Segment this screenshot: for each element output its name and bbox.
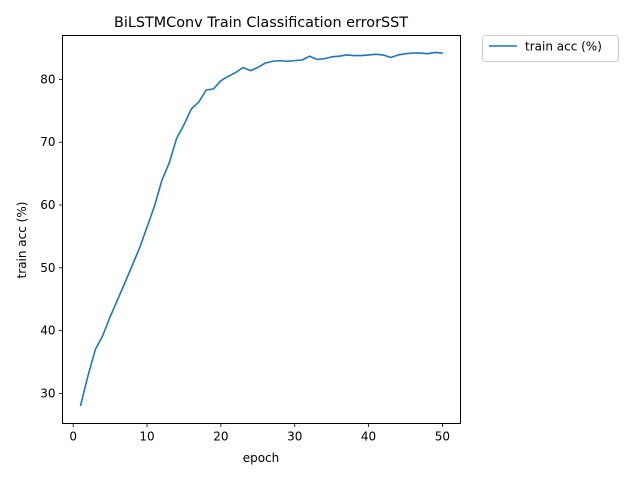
- x-tick-label: 50: [435, 430, 450, 444]
- y-tick-label: 50: [40, 261, 55, 275]
- series-line-train-acc: [79, 51, 444, 407]
- chart-title: BiLSTMConv Train Classification errorSST: [114, 15, 408, 31]
- y-tick-label: 80: [40, 72, 55, 86]
- x-tick-label: 0: [69, 430, 77, 444]
- x-tick-label: 10: [139, 430, 154, 444]
- y-axis-label: train acc (%): [15, 202, 29, 279]
- y-tick-label: 40: [40, 324, 55, 338]
- y-tick-label: 70: [40, 135, 55, 149]
- y-tick-label: 60: [40, 198, 55, 212]
- legend-box: [482, 35, 619, 62]
- x-axis-label: epoch: [243, 451, 280, 465]
- legend-label: train acc (%): [525, 40, 602, 54]
- plot-frame: [62, 35, 461, 424]
- x-tick-label: 20: [213, 430, 228, 444]
- x-tick-label: 30: [287, 430, 302, 444]
- y-tick-label: 30: [40, 386, 55, 400]
- x-tick-label: 40: [361, 430, 376, 444]
